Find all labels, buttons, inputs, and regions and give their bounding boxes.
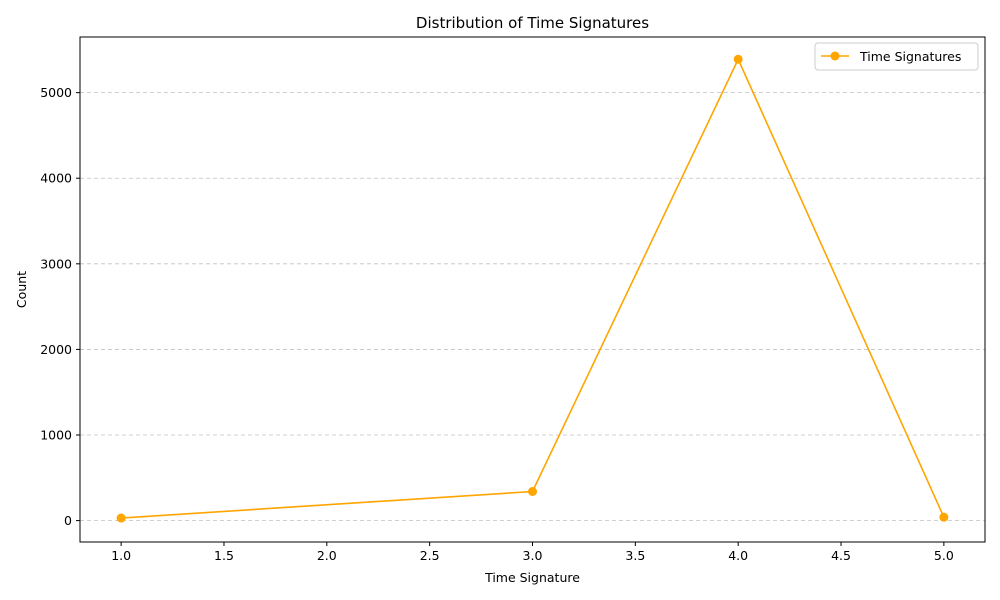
y-tick-label: 3000 (40, 256, 72, 271)
y-tick-label: 4000 (40, 171, 72, 186)
x-tick-label: 3.0 (523, 548, 543, 563)
grid-layer (80, 92, 985, 522)
x-tick-label: 4.0 (728, 548, 748, 563)
legend-marker-swatch (830, 51, 840, 61)
y-tick-label: 5000 (40, 85, 72, 100)
data-point (939, 512, 949, 522)
y-axis-label: Count (14, 271, 29, 308)
legend-label: Time Signatures (859, 49, 961, 64)
x-axis-ticks: 1.0 1.5 2.0 2.5 3.0 3.5 4.0 4.5 5.0 (111, 542, 954, 563)
x-tick-label: 2.0 (317, 548, 337, 563)
y-tick-label: 2000 (40, 342, 72, 357)
legend: Time Signatures (814, 42, 979, 71)
chart-title: Distribution of Time Signatures (416, 14, 649, 32)
series-line (121, 57, 945, 519)
y-tick-label: 0 (64, 513, 72, 528)
x-axis-label: Time Signature (484, 570, 580, 585)
y-tick-label: 1000 (40, 428, 72, 443)
data-point (528, 487, 537, 496)
x-tick-label: 4.5 (831, 548, 851, 563)
x-tick-label: 2.5 (420, 548, 440, 563)
x-tick-label: 3.5 (625, 548, 645, 563)
x-tick-label: 1.0 (111, 548, 131, 563)
data-point (116, 513, 126, 523)
x-tick-label: 5.0 (934, 548, 954, 563)
series-layer (116, 54, 949, 523)
data-point (733, 54, 743, 64)
y-axis-ticks: 0 1000 2000 3000 4000 5000 (40, 85, 80, 528)
x-tick-label: 1.5 (214, 548, 234, 563)
legend-box (814, 42, 979, 71)
